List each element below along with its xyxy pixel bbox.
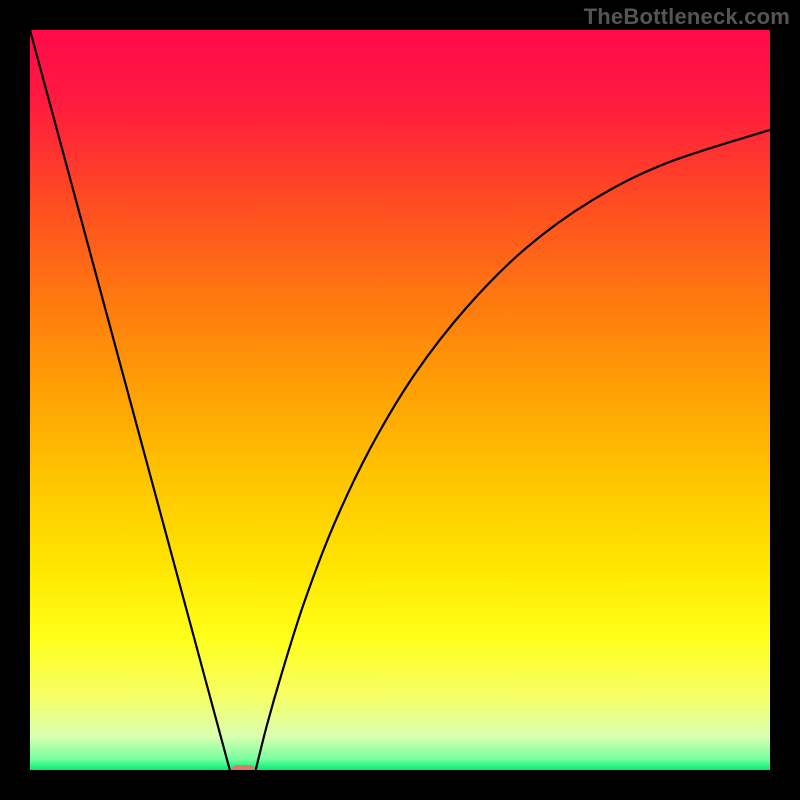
plot-svg — [30, 30, 770, 770]
gradient-background — [30, 30, 770, 770]
min-marker — [231, 765, 255, 770]
min-marker-group — [231, 765, 255, 770]
plot-area — [30, 30, 770, 770]
chart-frame: TheBottleneck.com — [0, 0, 800, 800]
watermark-label: TheBottleneck.com — [584, 4, 790, 30]
